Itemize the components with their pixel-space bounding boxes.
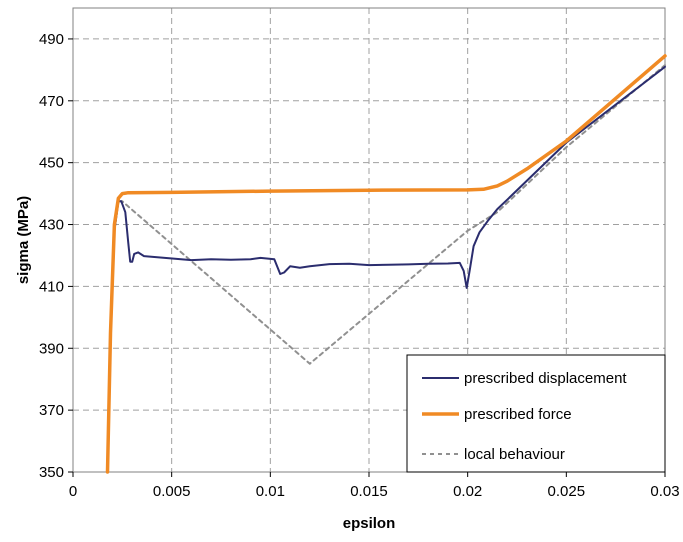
x-tick-label: 0.03 <box>650 483 679 500</box>
legend-label: local behaviour <box>464 446 565 463</box>
x-tick-label: 0.02 <box>453 483 482 500</box>
y-axis-ticks: 350 370 390 410 430 450 470 490 <box>39 31 73 481</box>
y-tick-label: 490 <box>39 31 64 48</box>
x-tick-label: 0.01 <box>256 483 285 500</box>
series-line-prescribed-force <box>105 54 667 474</box>
y-axis-title: sigma (MPa) <box>15 196 32 284</box>
legend: prescribed displacement prescribed force l… <box>406 354 666 473</box>
x-tick-label: 0.015 <box>350 483 388 500</box>
x-axis-title: epsilon <box>343 515 396 532</box>
legend-label: prescribed force <box>464 406 572 423</box>
series-line-prescribed-displacement <box>106 65 666 473</box>
x-tick-label: 0 <box>69 483 77 500</box>
x-axis-ticks: 0 0.005 0.01 0.015 0.02 0.025 0.03 <box>69 472 680 500</box>
y-tick-label: 410 <box>39 278 64 295</box>
y-tick-label: 430 <box>39 217 64 234</box>
series-layer <box>105 54 667 474</box>
x-tick-label: 0.005 <box>153 483 191 500</box>
legend-label: prescribed displacement <box>464 370 627 387</box>
y-tick-label: 450 <box>39 155 64 172</box>
y-tick-label: 350 <box>39 464 64 481</box>
y-tick-label: 370 <box>39 402 64 419</box>
x-tick-label: 0.025 <box>548 483 586 500</box>
y-tick-label: 470 <box>39 93 64 110</box>
y-tick-label: 390 <box>39 340 64 357</box>
